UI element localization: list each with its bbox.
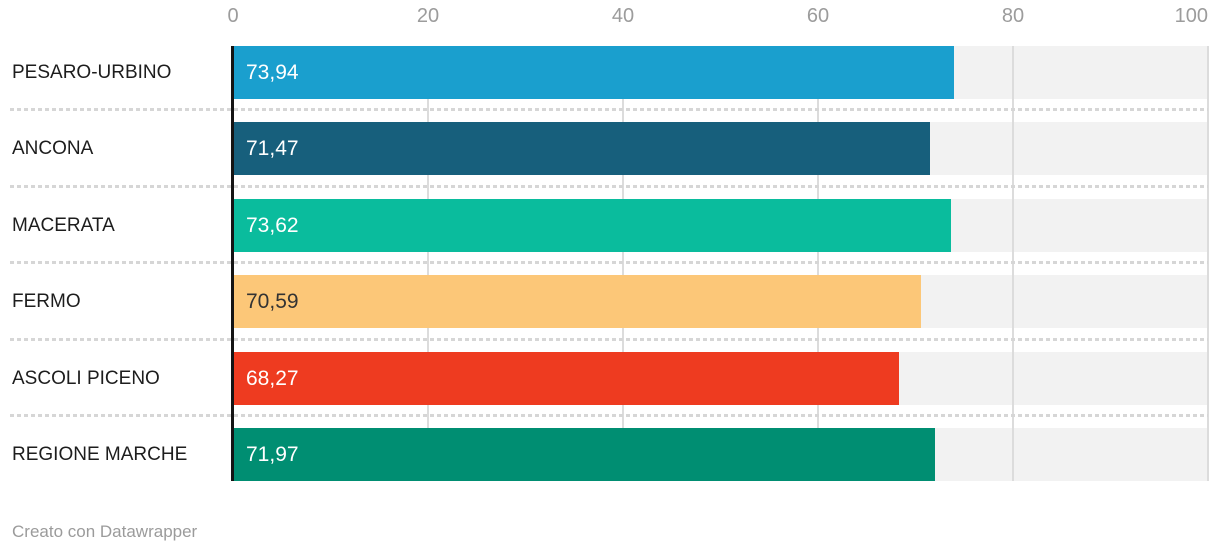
row-separator (10, 261, 1208, 264)
bar[interactable]: 68,27 (233, 352, 899, 405)
x-axis-zero-line (231, 46, 234, 481)
row-separator (10, 185, 1208, 188)
category-label: PESARO-URBINO (12, 62, 172, 83)
x-tick-label: 40 (611, 5, 635, 27)
row-separator (10, 414, 1208, 417)
x-tick-label: 100 (1174, 5, 1208, 27)
bar[interactable]: 71,47 (233, 122, 930, 175)
bar-value-label: 71,97 (246, 443, 299, 466)
category-label: ASCOLI PICENO (12, 368, 160, 389)
category-label: REGIONE MARCHE (12, 444, 188, 465)
row-separator (10, 108, 1208, 111)
x-tick-label: 0 (227, 5, 239, 27)
category-label: MACERATA (12, 215, 115, 236)
x-tick-label: 20 (416, 5, 440, 27)
bar-value-label: 68,27 (246, 367, 299, 390)
bar-value-label: 73,94 (246, 61, 299, 84)
attribution: Creato con Datawrapper (12, 522, 197, 542)
category-label: ANCONA (12, 138, 94, 159)
gridline (1207, 46, 1209, 481)
x-tick-label: 80 (1001, 5, 1025, 27)
bar-value-label: 71,47 (246, 137, 299, 160)
row-separator (10, 338, 1208, 341)
category-label: FERMO (12, 291, 81, 312)
bar[interactable]: 73,62 (233, 199, 951, 252)
bar-value-label: 70,59 (246, 290, 299, 313)
bar[interactable]: 70,59 (233, 275, 921, 328)
bar[interactable]: 73,94 (233, 46, 954, 99)
attribution-prefix: Creato con (12, 522, 100, 541)
bar-value-label: 73,62 (246, 214, 299, 237)
bar[interactable]: 71,97 (233, 428, 935, 481)
datawrapper-link[interactable]: Datawrapper (99, 522, 198, 541)
x-tick-label: 60 (806, 5, 830, 27)
